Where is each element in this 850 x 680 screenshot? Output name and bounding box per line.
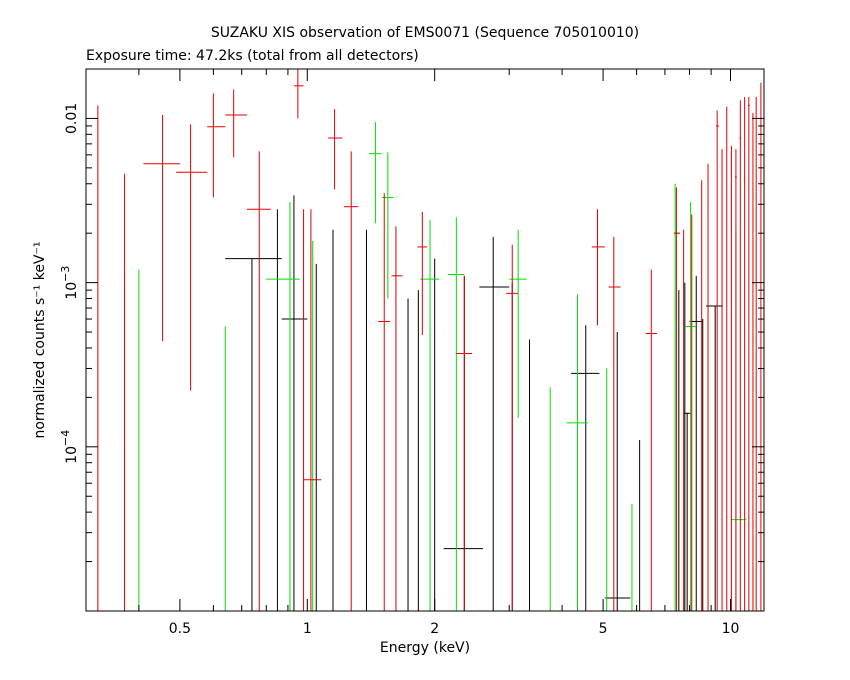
data-point: [443, 275, 483, 611]
series-1: [138, 122, 747, 611]
chart-title: SUZAKU XIS observation of EMS0071 (Seque…: [211, 25, 639, 41]
x-tick-label: 5: [599, 621, 608, 637]
data-point: [143, 114, 180, 342]
data-point: [716, 110, 720, 611]
data-point: [683, 412, 691, 611]
data-point: [608, 236, 621, 611]
data-point: [246, 151, 271, 611]
y-tick-label: 0.01: [64, 103, 80, 134]
data-point: [760, 82, 762, 611]
data-point: [730, 229, 747, 611]
x-axis-label: Energy (keV): [380, 640, 470, 656]
x-tick-label: 1: [303, 621, 312, 637]
data-point: [391, 226, 403, 611]
data-point: [369, 122, 382, 224]
data-point: [225, 89, 247, 158]
series-2: [97, 69, 762, 611]
y-tick-label: 10−3: [59, 266, 80, 300]
data-point: [604, 332, 631, 611]
data-point: [735, 149, 737, 611]
data-point: [381, 152, 394, 299]
data-point: [328, 109, 343, 190]
data-point: [303, 209, 322, 611]
data-point: [417, 211, 428, 335]
data-point: [748, 97, 750, 611]
y-axis: 0.01 10−3 10−4: [59, 68, 764, 612]
data-point: [343, 151, 359, 611]
data-point: [673, 187, 681, 611]
data-point: [293, 69, 304, 119]
data-point: [705, 305, 723, 611]
data-point: [456, 275, 472, 611]
series-layer: [97, 69, 762, 611]
data-point: [266, 201, 300, 611]
data-point: [281, 195, 308, 611]
chart-subtitle: Exposure time: 47.2ks (total from all de…: [86, 48, 419, 64]
x-axis: 0.5 1 2 5 10: [85, 69, 740, 637]
data-point: [479, 236, 510, 611]
data-point: [225, 258, 282, 611]
data-point: [591, 209, 605, 326]
data-point: [207, 93, 226, 198]
data-point: [176, 124, 208, 391]
x-tick-label: 0.5: [169, 621, 191, 637]
x-tick-label: 10: [722, 621, 740, 637]
data-point: [566, 294, 588, 611]
plot-frame: [85, 68, 765, 612]
data-point: [447, 217, 465, 611]
data-point: [378, 193, 391, 611]
x-tick-label: 2: [430, 621, 439, 637]
data-point: [571, 325, 600, 611]
y-tick-label: 10−4: [59, 430, 80, 464]
data-point: [506, 244, 519, 611]
y-axis-label: normalized counts s⁻¹ keV⁻¹: [32, 241, 48, 438]
series-0: [225, 195, 723, 611]
data-point: [645, 269, 657, 611]
data-point: [739, 100, 742, 611]
data-point: [684, 201, 697, 611]
data-point: [420, 220, 440, 611]
